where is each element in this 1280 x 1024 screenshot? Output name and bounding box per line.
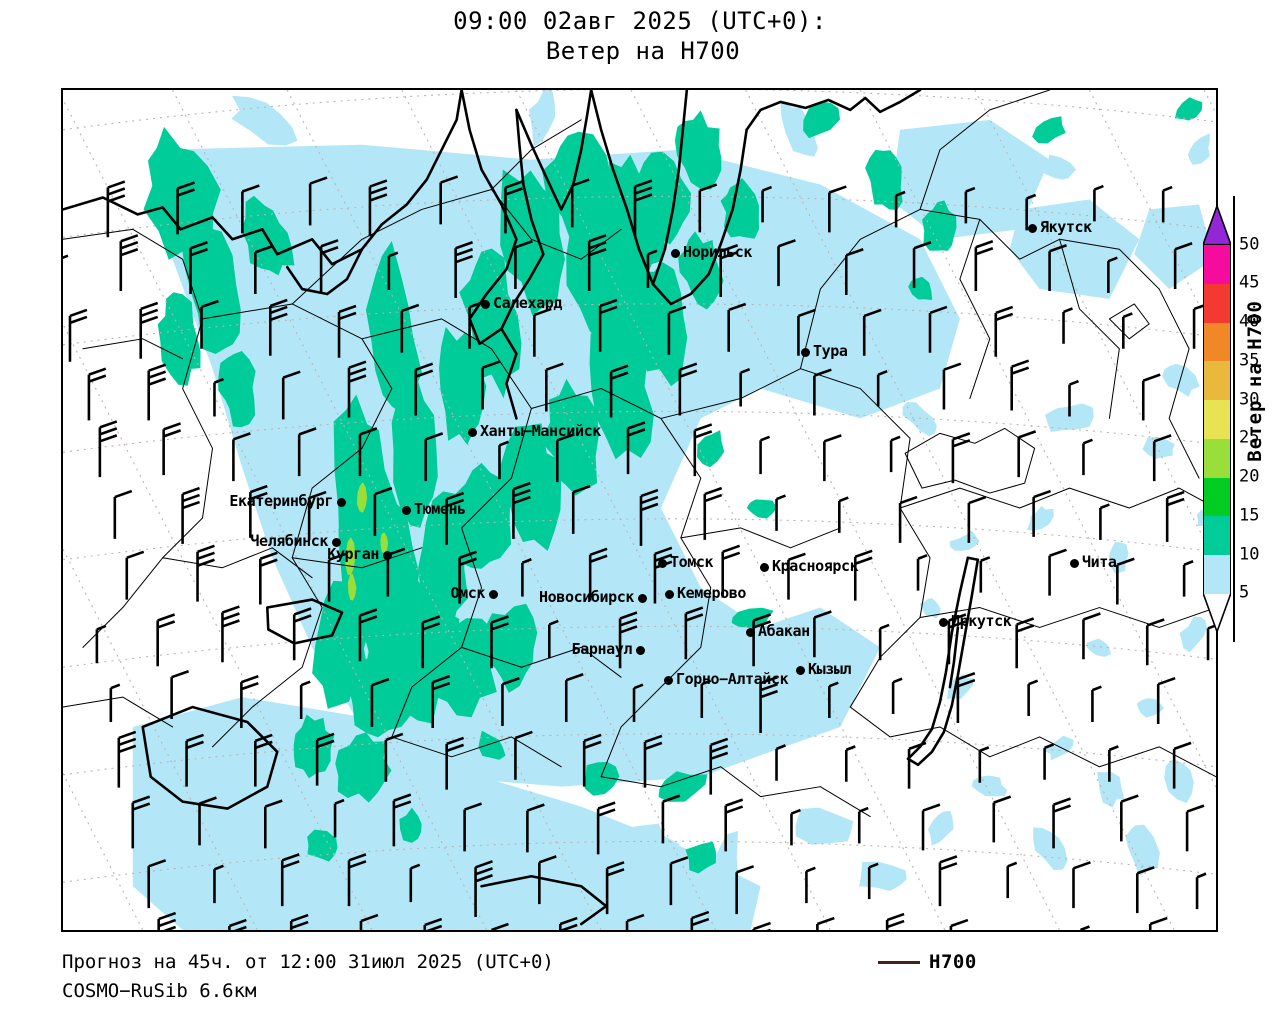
colorbar (1201, 203, 1233, 635)
map-canvas[interactable]: Якутск Норильск Салехард Тура Ханты−Мансийск… (61, 88, 1218, 932)
colorbar-tick-label: 30 (1239, 389, 1260, 410)
administrative-borders (63, 90, 1216, 818)
colorbar-band (1203, 438, 1231, 478)
colorbar-tick-label: 20 (1239, 466, 1260, 487)
colorbar-tick-label: 15 (1239, 505, 1260, 526)
footer-model-info: COSMO−RuSib 6.6км (62, 980, 257, 1002)
colorbar-band (1203, 244, 1231, 285)
title-datetime: 09:00 02авг 2025 (UTC+0): (453, 7, 827, 35)
colorbar-band (1201, 203, 1233, 246)
colorbar-tick-label: 50 (1239, 234, 1260, 255)
colorbar-axis (1233, 196, 1235, 642)
colorbar-band (1203, 399, 1231, 439)
legend-line-swatch (878, 960, 920, 964)
colorbar-band (1203, 360, 1231, 401)
colorbar-tick-label: 25 (1239, 427, 1260, 448)
colorbar-title: Ветер на H700 (1244, 300, 1266, 462)
colorbar-tick-label: 10 (1239, 544, 1260, 565)
colorbar-band (1203, 554, 1231, 594)
map-graphics (63, 90, 1216, 930)
colorbar-band (1203, 322, 1231, 362)
colorbar-band (1201, 592, 1233, 635)
colorbar-tick-label: 35 (1239, 350, 1260, 371)
legend-label: H700 (929, 951, 977, 973)
colorbar-band (1203, 477, 1231, 517)
colorbar-band (1203, 515, 1231, 556)
page-title: 09:00 02авг 2025 (UTC+0): Ветер на H700 (0, 6, 1280, 66)
footer-forecast-info: Прогноз на 45ч. от 12:00 31июл 2025 (UTC… (62, 951, 554, 973)
legend-h700: H700 (878, 951, 977, 973)
wind-barbs (63, 175, 1216, 930)
coastline (63, 90, 980, 926)
title-parameter: Ветер на H700 (545, 37, 741, 65)
colorbar-tick-label: 45 (1239, 272, 1260, 293)
colorbar-band (1203, 283, 1231, 323)
colorbar-tick-label: 40 (1239, 311, 1260, 332)
colorbar-tick-label: 5 (1239, 582, 1250, 603)
